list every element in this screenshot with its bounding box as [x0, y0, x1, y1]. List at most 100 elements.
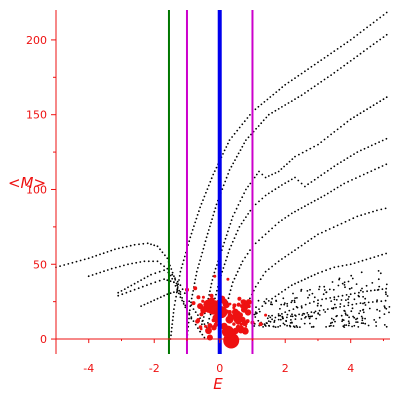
- series-point: [194, 278, 197, 281]
- series-point: [349, 155, 352, 158]
- series-point: [249, 249, 251, 252]
- series-point: [374, 168, 376, 171]
- series-point: [166, 257, 169, 260]
- series-point: [330, 167, 332, 170]
- series-point: [258, 170, 260, 173]
- series-point: [260, 103, 263, 106]
- scatter-point: [385, 325, 388, 328]
- series-point: [139, 261, 142, 263]
- series-point: [163, 265, 166, 268]
- series-point: [294, 249, 296, 252]
- series-point: [317, 198, 319, 201]
- series-point: [99, 271, 102, 274]
- scatter-point: [323, 289, 326, 291]
- series-point: [264, 176, 267, 179]
- series-point: [271, 265, 273, 268]
- series-point: [201, 323, 203, 326]
- series-point: [385, 287, 388, 290]
- series-point: [313, 63, 316, 66]
- series-point: [343, 182, 346, 185]
- blob-point: [213, 322, 219, 328]
- series-point: [249, 297, 251, 300]
- series-point: [333, 131, 336, 133]
- series-point: [178, 289, 181, 292]
- series-point: [371, 301, 374, 303]
- series-point: [349, 60, 352, 62]
- series-point: [292, 308, 295, 310]
- series-point: [290, 212, 293, 215]
- series-point: [233, 237, 236, 240]
- series-point: [221, 188, 224, 191]
- scatter-point: [349, 288, 351, 290]
- series-point: [257, 282, 260, 284]
- series-point: [310, 87, 313, 90]
- series-point: [205, 236, 208, 239]
- series-point: [370, 170, 373, 173]
- scatter-point: [310, 326, 313, 328]
- series-point: [284, 311, 287, 313]
- series-point: [281, 291, 283, 293]
- x-tick-label: -2: [149, 362, 160, 375]
- scatter-point: [315, 317, 318, 320]
- series-point: [201, 333, 204, 336]
- series-point: [245, 216, 247, 219]
- x-tick-label: -4: [83, 362, 94, 375]
- series-point: [297, 281, 300, 284]
- series-point: [140, 305, 143, 307]
- scatter-point: [333, 298, 336, 301]
- series-point: [222, 184, 225, 187]
- series-point: [323, 57, 326, 59]
- series-point: [159, 296, 162, 299]
- scatter-point: [303, 322, 306, 325]
- series-point: [323, 138, 326, 141]
- scatter-point: [317, 302, 319, 305]
- scatter-point: [312, 326, 315, 328]
- series-point: [320, 174, 323, 177]
- scatter-point: [291, 315, 294, 318]
- scatter-point: [343, 324, 346, 326]
- series-13: [261, 299, 387, 325]
- scatter-point: [353, 316, 356, 319]
- blob-point: [206, 308, 211, 313]
- series-point: [87, 275, 90, 278]
- series-5: [169, 11, 388, 340]
- scatter-point: [373, 319, 376, 321]
- series-point: [238, 226, 241, 228]
- scatter-point: [299, 326, 301, 328]
- series-point: [222, 267, 225, 269]
- series-point: [335, 306, 337, 309]
- series-point: [253, 176, 256, 179]
- series-point: [127, 286, 129, 289]
- series-point: [362, 173, 365, 176]
- x-tick-label: 2: [282, 362, 289, 375]
- series-point: [261, 305, 264, 307]
- series-point: [274, 316, 277, 319]
- series-point: [209, 225, 211, 228]
- series-point: [382, 14, 385, 16]
- series-point: [239, 149, 242, 152]
- scatter-point: [296, 326, 299, 328]
- series-point: [336, 69, 339, 72]
- series-point: [317, 61, 319, 64]
- series-point: [376, 209, 378, 212]
- series-point: [161, 251, 164, 254]
- series-point: [195, 274, 198, 277]
- series-point: [159, 262, 162, 265]
- series-point: [228, 248, 231, 251]
- series-point: [374, 142, 377, 145]
- series-point: [181, 263, 184, 265]
- series-point: [230, 244, 233, 247]
- series-point: [171, 323, 174, 325]
- series-point: [207, 322, 209, 324]
- scatter-point: [343, 281, 346, 284]
- blob-point: [212, 314, 219, 321]
- series-point: [189, 305, 192, 307]
- series-point: [294, 77, 296, 79]
- series-point: [225, 176, 228, 179]
- scatter-point: [286, 305, 289, 307]
- scatter-point: [350, 287, 353, 289]
- series-point: [259, 278, 262, 281]
- series-point: [304, 70, 306, 73]
- series-point: [119, 265, 121, 268]
- series-point: [287, 253, 290, 256]
